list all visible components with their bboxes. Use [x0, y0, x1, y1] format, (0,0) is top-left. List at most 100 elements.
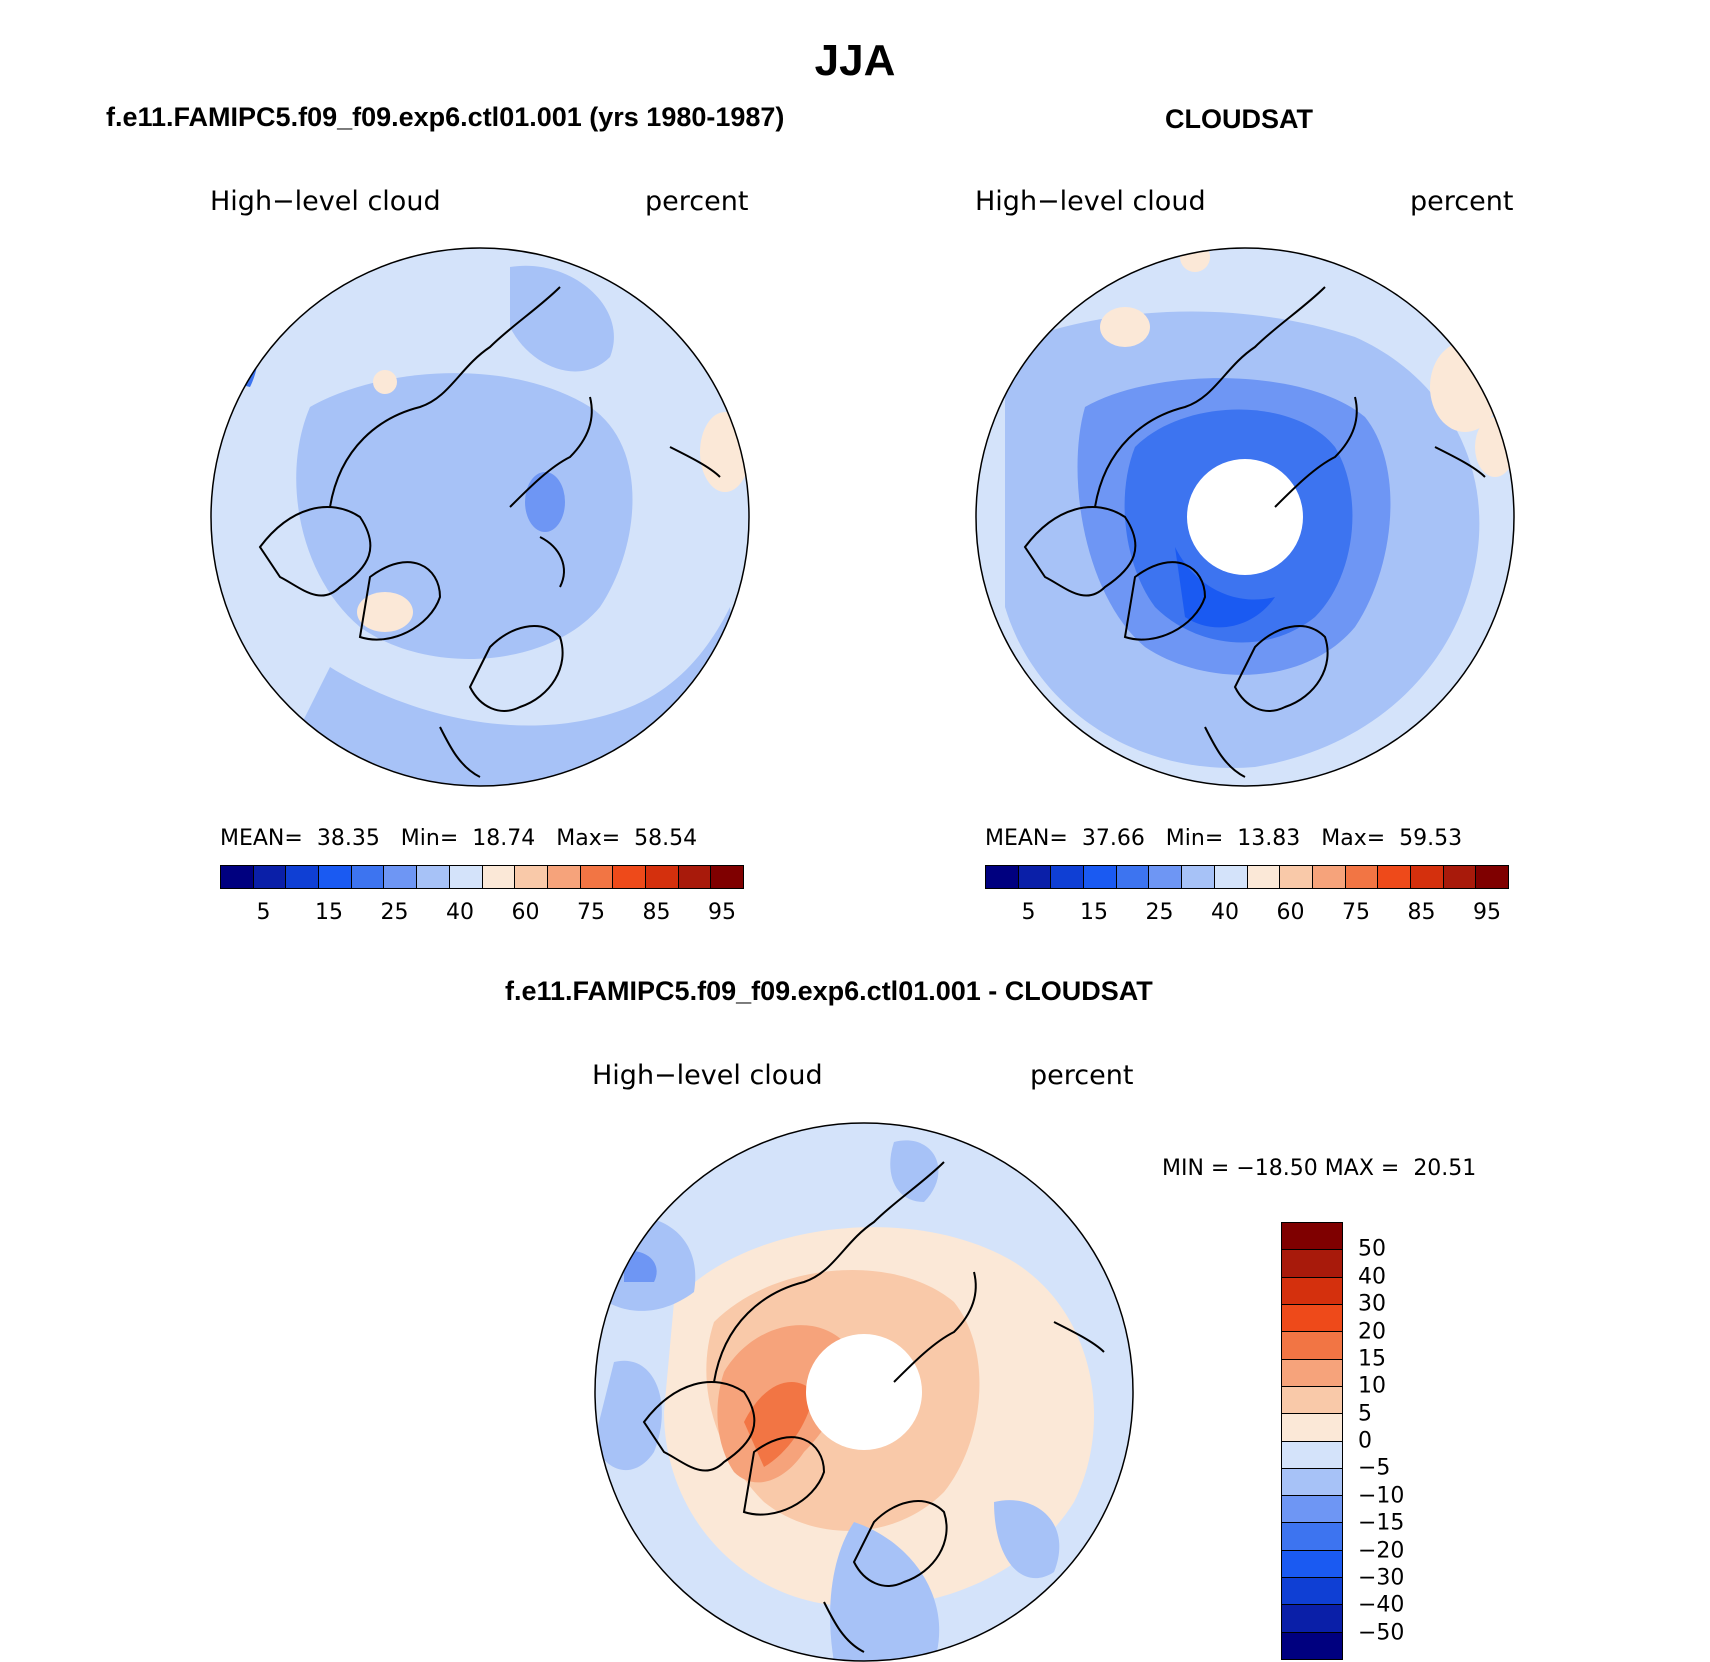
colorbar-swatch	[986, 866, 1019, 888]
colorbar-swatch	[351, 866, 385, 888]
colorbar-label: 85	[642, 900, 671, 925]
colorbar-swatch	[1282, 1523, 1342, 1551]
colorbar-label: 75	[1341, 900, 1370, 925]
colorbar-swatch	[1282, 1359, 1342, 1387]
colorbar-swatch	[1282, 1332, 1342, 1360]
colorbar-label: −15	[1358, 1510, 1405, 1536]
diff-field-region	[595, 1360, 662, 1471]
colorbar-swatch	[1282, 1304, 1342, 1333]
colorbar-swatch	[1282, 1550, 1342, 1579]
colorbar-label: 95	[707, 900, 736, 925]
obs-stats: MEAN= 37.66 Min= 13.83 Max= 59.53	[985, 826, 1463, 851]
colorbar-swatch	[1149, 866, 1183, 888]
obs-field-region	[1180, 248, 1210, 272]
colorbar-swatch	[482, 866, 516, 888]
model-panel-title: f.e11.FAMIPC5.f09_f09.exp6.ctl01.001 (yr…	[106, 102, 785, 132]
colorbar-swatch	[1282, 1386, 1342, 1415]
obs-map-border	[975, 247, 1515, 787]
model-polar-map	[210, 247, 750, 787]
colorbar-swatch	[1282, 1605, 1342, 1633]
colorbar-swatch	[1282, 1277, 1342, 1305]
colorbar-label: 5	[1358, 1401, 1372, 1427]
colorbar-swatch	[221, 866, 254, 888]
colorbar-label: 40	[1358, 1264, 1386, 1290]
colorbar-label: 95	[1472, 900, 1501, 925]
diff-panel-title: f.e11.FAMIPC5.f09_f09.exp6.ctl01.001 - C…	[505, 976, 1153, 1006]
colorbar-swatch	[711, 866, 743, 888]
colorbar-swatch	[417, 866, 450, 888]
colorbar-label: 40	[445, 900, 474, 925]
colorbar-swatch	[1282, 1632, 1342, 1659]
obs-units-label: percent	[1410, 186, 1514, 217]
colorbar-label: 15	[1358, 1346, 1386, 1372]
model-units-label: percent	[645, 186, 749, 217]
model-field-region	[510, 265, 614, 372]
model-stats: MEAN= 38.35 Min= 18.74 Max= 58.54	[220, 826, 698, 851]
diff-units-label: percent	[1030, 1060, 1134, 1091]
diff-variable-label: High−level cloud	[592, 1060, 823, 1091]
diff-field-region	[890, 1140, 939, 1202]
diff-field-region	[624, 1251, 657, 1282]
colorbar-label: 15	[314, 900, 343, 925]
colorbar-swatch	[1280, 866, 1313, 888]
colorbar-swatch	[319, 866, 352, 888]
diff-field-region	[994, 1500, 1060, 1579]
colorbar-label: 85	[1407, 900, 1436, 925]
model-colorbar	[220, 865, 744, 889]
obs-colorbar-labels: 5 15 25 40 60 75 85 95	[985, 900, 1509, 930]
colorbar-label: 60	[1276, 900, 1305, 925]
diff-polar-map	[594, 1122, 1134, 1662]
colorbar-swatch	[384, 866, 418, 888]
colorbar-label: 10	[1358, 1373, 1386, 1399]
colorbar-swatch	[645, 866, 679, 888]
figure-title: JJA	[814, 36, 896, 85]
obs-field-region	[1100, 307, 1150, 347]
model-colorbar-swatches	[220, 865, 744, 889]
colorbar-swatch	[449, 866, 483, 888]
diff-colorbar	[1281, 1222, 1343, 1660]
colorbar-swatch	[1051, 866, 1085, 888]
colorbar-swatch	[1378, 866, 1411, 888]
colorbar-label: −5	[1358, 1455, 1391, 1481]
diff-colorbar-labels: 50 40 30 20 15 10 5 0 −5 −10 −15 −20 −30…	[1358, 1222, 1438, 1660]
colorbar-swatch	[580, 866, 614, 888]
model-field-region	[215, 327, 251, 372]
model-coastlines	[258, 286, 721, 778]
colorbar-swatch	[1214, 866, 1248, 888]
obs-colorbar-swatches	[985, 865, 1509, 889]
model-field-region	[211, 297, 258, 387]
colorbar-swatch	[1282, 1223, 1342, 1251]
model-field-region	[296, 373, 633, 660]
colorbar-label: −10	[1358, 1483, 1405, 1509]
colorbar-swatch	[1312, 866, 1346, 888]
colorbar-swatch	[1116, 866, 1150, 888]
obs-panel-title: CLOUDSAT	[1165, 104, 1313, 134]
obs-colorbar	[985, 865, 1509, 889]
colorbar-label: 5	[1021, 900, 1036, 925]
colorbar-swatch	[1282, 1496, 1342, 1524]
colorbar-label: 0	[1358, 1428, 1372, 1454]
colorbar-label: 40	[1210, 900, 1239, 925]
colorbar-swatch	[613, 866, 646, 888]
colorbar-label: 60	[511, 900, 540, 925]
diff-polar-gap	[806, 1334, 922, 1450]
model-map-border	[210, 247, 750, 787]
colorbar-label: 5	[256, 900, 271, 925]
colorbar-label: −40	[1358, 1592, 1405, 1618]
model-field-region	[700, 412, 749, 492]
colorbar-swatch	[1282, 1250, 1342, 1278]
colorbar-swatch	[1345, 866, 1379, 888]
colorbar-swatch	[1476, 866, 1508, 888]
colorbar-swatch	[1282, 1578, 1342, 1606]
model-colorbar-labels: 5 15 25 40 60 75 85 95	[220, 900, 744, 930]
colorbar-label: 50	[1358, 1236, 1386, 1262]
colorbar-label: 20	[1358, 1319, 1386, 1344]
colorbar-swatch	[253, 866, 287, 888]
colorbar-label: 15	[1079, 900, 1108, 925]
model-field-region	[357, 592, 413, 632]
colorbar-label: 25	[380, 900, 409, 925]
diff-stats: MIN = −18.50 MAX = 20.51	[1162, 1156, 1477, 1181]
colorbar-label: −50	[1358, 1620, 1405, 1646]
colorbar-swatch	[1282, 1441, 1342, 1469]
colorbar-swatch	[678, 866, 712, 888]
